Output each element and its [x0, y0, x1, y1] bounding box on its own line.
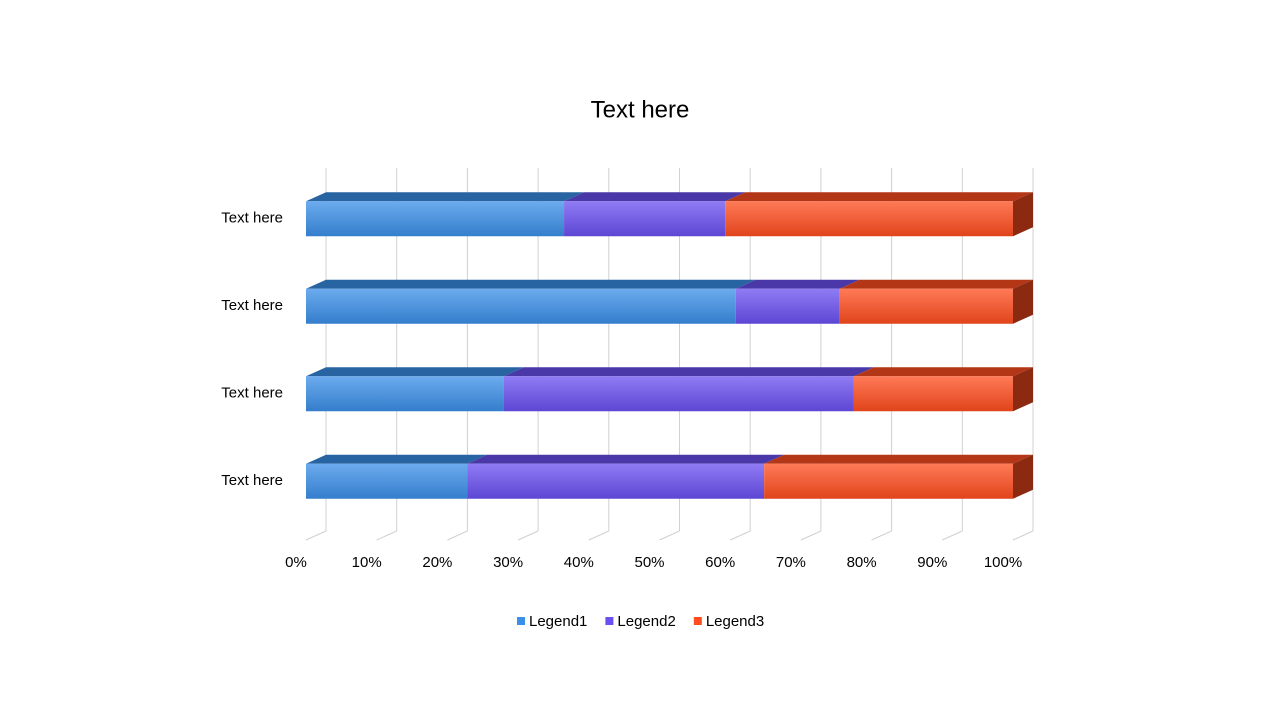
x-tick-label: 50% [634, 554, 664, 571]
bar [306, 463, 468, 499]
bar-top [725, 192, 1033, 202]
floor-line [588, 530, 610, 541]
x-tick-label: 60% [705, 554, 735, 571]
legend-marker [605, 617, 614, 625]
bar-top [839, 279, 1033, 289]
x-tick-label: 0% [285, 554, 307, 571]
bar-top [306, 454, 488, 464]
bar-top [735, 279, 860, 289]
legend-label: Legend1 [529, 613, 587, 630]
bar [853, 376, 1013, 412]
x-tick-label: 90% [917, 554, 947, 571]
floor-line [729, 530, 751, 541]
y-tick-label: Text here [221, 297, 283, 314]
x-tick-label: 10% [352, 554, 382, 571]
bar [306, 288, 736, 324]
bar-top [764, 454, 1033, 464]
legend-marker [693, 617, 702, 625]
bar [306, 376, 504, 412]
x-tick-label: 20% [422, 554, 452, 571]
bar-side [1013, 454, 1033, 499]
bar [564, 201, 726, 237]
bar-top [306, 192, 585, 202]
chart-title: Text here [591, 96, 690, 123]
bar-top [467, 454, 785, 464]
floor-line [305, 530, 327, 541]
x-tick-label: 70% [776, 554, 806, 571]
x-tick-label: 30% [493, 554, 523, 571]
y-tick-label: Text here [221, 385, 283, 402]
bar-side [1013, 192, 1033, 237]
y-tick-label: Text here [221, 210, 283, 227]
x-tick-label: 80% [847, 554, 877, 571]
bar-top [564, 192, 746, 202]
y-tick-label: Text here [221, 472, 283, 489]
legend-label: Legend3 [706, 613, 764, 630]
floor-line [1012, 530, 1034, 541]
legend-marker [517, 617, 525, 625]
bar-top [503, 367, 874, 377]
bar [306, 201, 565, 237]
bar [735, 288, 840, 324]
legend-label: Legend2 [617, 613, 675, 630]
bar-top [853, 367, 1033, 377]
bar [467, 463, 765, 499]
floor-line [659, 530, 680, 541]
floor-line [942, 530, 963, 541]
x-tick-label: 100% [984, 554, 1022, 571]
bar [839, 288, 1013, 324]
bar-top [306, 367, 524, 377]
bar [725, 201, 1013, 237]
bar-side [1013, 279, 1033, 324]
bar-side [1013, 367, 1033, 412]
bar-top [306, 279, 756, 289]
floor-line [871, 530, 892, 541]
floor-line [800, 530, 822, 541]
floor-line [517, 530, 539, 541]
floor-line [447, 530, 468, 541]
x-tick-label: 40% [564, 554, 594, 571]
bar [503, 376, 854, 412]
bar [764, 463, 1013, 499]
floor-line [376, 530, 397, 541]
